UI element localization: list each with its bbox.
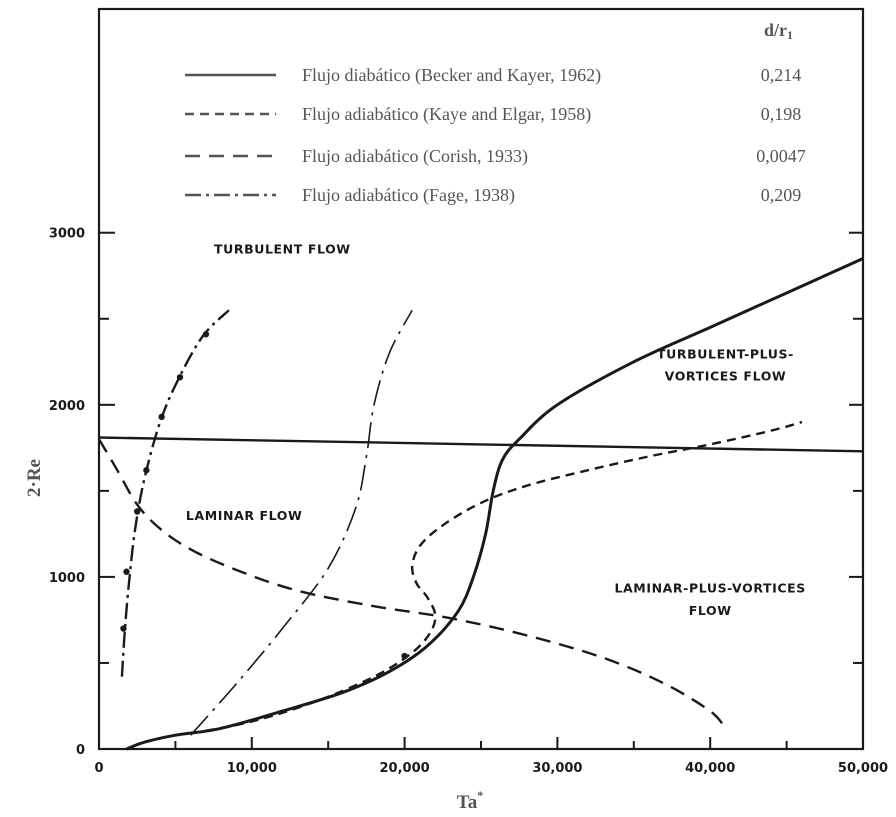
y-tick-label-3: 3000 xyxy=(49,227,85,242)
legend-background xyxy=(165,14,855,214)
legend-ratio-3: 0,209 xyxy=(761,185,802,205)
region-label-2: TURBULENT-PLUS- xyxy=(657,346,794,361)
series-line-3 xyxy=(120,309,230,677)
legend-header: d/r1 xyxy=(764,20,793,42)
x-tick-label-3: 30,000 xyxy=(532,761,582,776)
region-label-1: LAMINAR FLOW xyxy=(186,508,303,523)
additional-line-1 xyxy=(190,309,413,736)
series-line-2 xyxy=(97,438,727,730)
region-label-0: TURBULENT FLOW xyxy=(214,241,351,256)
legend-ratio-2: 0,0047 xyxy=(756,146,806,166)
legend-ratio-1: 0,198 xyxy=(761,104,802,124)
x-tick-label-1: 10,000 xyxy=(227,761,277,776)
x-tick-label-2: 20,000 xyxy=(380,761,430,776)
legend-entry-0: Flujo diabático (Becker and Kayer, 1962) xyxy=(302,65,601,86)
legend-ratio-0: 0,214 xyxy=(761,65,802,85)
region-label-4: LAMINAR-PLUS-VORTICES xyxy=(614,580,805,595)
data-point-1 xyxy=(123,568,130,575)
data-point-7 xyxy=(401,652,408,660)
legend-entry-3: Flujo adiabático (Fage, 1938) xyxy=(302,185,515,206)
data-point-5 xyxy=(176,374,184,381)
y-tick-label-1: 1000 xyxy=(49,571,85,586)
region-label-3: VORTICES FLOW xyxy=(665,369,787,384)
x-tick-label-5: 50,000 xyxy=(838,761,888,776)
data-point-2 xyxy=(134,508,141,515)
x-axis-label: Ta* xyxy=(457,788,483,813)
additional-lines-group xyxy=(98,309,864,736)
legend-entry-2: Flujo adiabático (Corish, 1933) xyxy=(302,146,528,167)
data-point-0 xyxy=(120,625,127,632)
legend-entry-1: Flujo adiabático (Kaye and Elgar, 1958) xyxy=(302,104,591,125)
y-tick-label-2: 2000 xyxy=(49,399,85,414)
x-tick-label-4: 40,000 xyxy=(685,761,735,776)
data-point-6 xyxy=(202,331,210,338)
y-axis-label: 2·Re xyxy=(24,459,45,497)
data-point-3 xyxy=(143,467,150,474)
series-line-0 xyxy=(125,257,864,751)
axis-ticks: 0 10,000 20,000 30,000 40,000 50,000 0 1000 2000… xyxy=(49,227,888,776)
x-tick-label-0: 0 xyxy=(94,761,103,776)
region-label-5: FLOW xyxy=(689,603,732,618)
legend: d/r1 Flujo diabático (Becker and Kayer, … xyxy=(165,14,855,214)
series-group xyxy=(97,257,864,751)
y-tick-label-0: 0 xyxy=(76,743,85,758)
region-labels: TURBULENT FLOW LAMINAR FLOW TURBULENT-PLUS… xyxy=(186,241,805,618)
data-point-4 xyxy=(158,413,165,421)
additional-line-0 xyxy=(98,436,864,453)
markers-group xyxy=(120,331,408,660)
series-line-1 xyxy=(190,420,803,735)
